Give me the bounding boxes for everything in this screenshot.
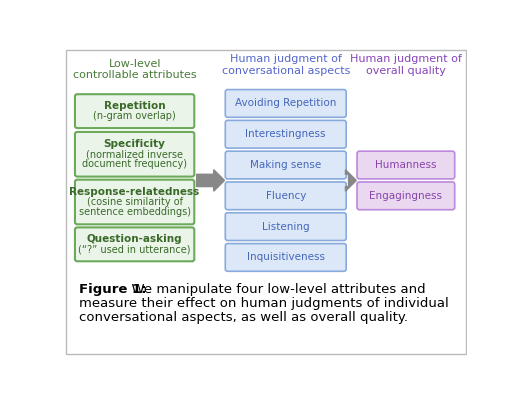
FancyBboxPatch shape (225, 213, 346, 240)
Text: Response-relatedness: Response-relatedness (70, 187, 200, 197)
Polygon shape (346, 170, 356, 191)
FancyBboxPatch shape (75, 94, 194, 128)
Text: (cosine similarity of: (cosine similarity of (87, 197, 183, 207)
Text: We manipulate four low-level attributes and: We manipulate four low-level attributes … (123, 283, 426, 296)
FancyBboxPatch shape (66, 50, 466, 354)
FancyBboxPatch shape (75, 132, 194, 176)
FancyBboxPatch shape (357, 151, 455, 179)
Text: Inquisitiveness: Inquisitiveness (247, 252, 325, 262)
FancyBboxPatch shape (75, 180, 194, 224)
FancyBboxPatch shape (225, 151, 346, 179)
Text: (n-gram overlap): (n-gram overlap) (93, 111, 176, 121)
FancyBboxPatch shape (225, 90, 346, 117)
Text: Figure 1:: Figure 1: (79, 283, 146, 296)
Text: Specificity: Specificity (104, 139, 166, 149)
Text: Interestingness: Interestingness (245, 129, 326, 139)
Polygon shape (197, 170, 225, 191)
FancyBboxPatch shape (357, 182, 455, 210)
Text: Human judgment of
overall quality: Human judgment of overall quality (350, 54, 462, 76)
Text: (“?” used in utterance): (“?” used in utterance) (78, 244, 191, 254)
Text: Low-level
controllable attributes: Low-level controllable attributes (73, 59, 196, 80)
Text: Fluency: Fluency (266, 191, 306, 201)
Text: measure their effect on human judgments of individual: measure their effect on human judgments … (79, 297, 448, 310)
Text: document frequency): document frequency) (82, 159, 187, 169)
Text: Listening: Listening (262, 222, 309, 232)
FancyBboxPatch shape (225, 120, 346, 148)
Text: sentence embeddings): sentence embeddings) (78, 207, 190, 217)
Text: Repetition: Repetition (104, 101, 166, 111)
Text: Human judgment of
conversational aspects: Human judgment of conversational aspects (222, 54, 350, 76)
Text: Humanness: Humanness (375, 160, 436, 170)
Text: Engagingness: Engagingness (370, 191, 442, 201)
Text: conversational aspects, as well as overall quality.: conversational aspects, as well as overa… (79, 310, 408, 324)
Text: (normalized inverse: (normalized inverse (86, 149, 183, 159)
Text: Question-asking: Question-asking (87, 234, 183, 244)
FancyBboxPatch shape (225, 244, 346, 271)
Text: Making sense: Making sense (250, 160, 321, 170)
Text: Avoiding Repetition: Avoiding Repetition (235, 98, 336, 108)
FancyBboxPatch shape (225, 182, 346, 210)
FancyBboxPatch shape (75, 228, 194, 261)
